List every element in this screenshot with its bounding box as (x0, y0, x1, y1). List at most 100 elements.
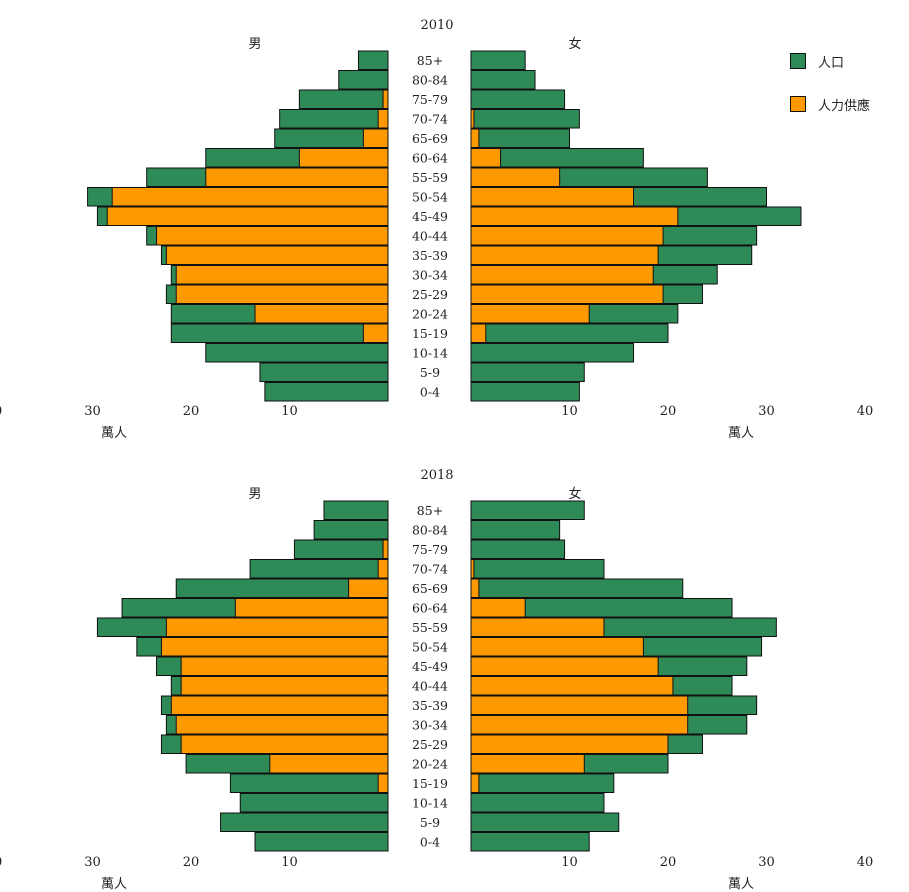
tick-left-2010-20: 20 (183, 404, 200, 419)
bar-female-labor-2010-15-19 (470, 323, 487, 343)
bar-male-labor-2018-50-54 (160, 637, 389, 657)
bar-male-labor-2010-75-79 (382, 89, 389, 109)
bar-male-population-2018-80-84 (313, 520, 389, 540)
bar-male-labor-2010-60-64 (298, 148, 389, 168)
legend-swatch-labor-supply (790, 96, 806, 112)
age-label-2010-75-79: 75-79 (412, 92, 448, 107)
chart-title-2018: 2018 (420, 468, 453, 483)
bar-female-labor-2018-50-54 (470, 637, 644, 657)
bar-female-labor-2018-60-64 (470, 598, 526, 618)
bar-female-labor-2018-65-69 (470, 578, 480, 598)
bar-female-population-2010-75-79 (470, 89, 566, 109)
age-label-2018-5-9: 5-9 (420, 815, 440, 830)
bar-female-population-2010-0-4 (470, 382, 580, 402)
bar-male-labor-2010-25-29 (175, 284, 389, 304)
age-label-2018-60-64: 60-64 (412, 601, 448, 616)
age-label-2010-25-29: 25-29 (412, 287, 448, 302)
bar-male-labor-2018-60-64 (234, 598, 389, 618)
tick-left-2010-40: 40 (0, 404, 2, 419)
age-label-2010-80-84: 80-84 (412, 73, 448, 88)
bar-female-population-2010-70-74 (470, 109, 580, 129)
bar-female-labor-2010-60-64 (470, 148, 502, 168)
bar-male-labor-2010-50-54 (111, 187, 389, 207)
age-label-2018-65-69: 65-69 (412, 581, 448, 596)
bar-male-labor-2018-15-19 (377, 773, 389, 793)
age-label-2018-85+: 85+ (417, 503, 443, 518)
bar-female-population-2018-10-14 (470, 793, 605, 813)
bar-female-population-2010-65-69 (470, 128, 570, 148)
age-label-2010-15-19: 15-19 (412, 326, 448, 341)
legend-item-population: 人口 (790, 50, 870, 72)
bar-male-population-2018-75-79 (293, 539, 389, 559)
unit-label-left-2018: 萬人 (101, 877, 127, 892)
bar-male-labor-2010-30-34 (175, 265, 389, 285)
bar-female-labor-2010-20-24 (470, 304, 590, 324)
bar-male-labor-2010-20-24 (254, 304, 389, 324)
bar-male-population-2010-0-4 (264, 382, 389, 402)
bar-female-population-2010-85+ (470, 50, 526, 70)
bar-female-labor-2018-30-34 (470, 715, 689, 735)
bar-female-labor-2010-45-49 (470, 206, 679, 226)
age-label-2018-0-4: 0-4 (420, 835, 440, 850)
bar-female-population-2018-15-19 (470, 773, 615, 793)
tick-right-2018-30: 30 (758, 855, 775, 870)
side-label-female-2010: 女 (568, 36, 581, 52)
bar-female-labor-2010-40-44 (470, 226, 664, 246)
legend-swatch-population (790, 53, 806, 69)
age-label-2018-20-24: 20-24 (412, 757, 448, 772)
bar-female-population-2018-75-79 (470, 539, 566, 559)
bar-female-population-2010-10-14 (470, 343, 635, 363)
bar-male-population-2018-5-9 (220, 812, 389, 832)
age-label-2018-40-44: 40-44 (412, 679, 448, 694)
bar-female-population-2010-5-9 (470, 362, 585, 382)
age-label-2010-65-69: 65-69 (412, 131, 448, 146)
age-label-2018-30-34: 30-34 (412, 718, 448, 733)
tick-right-2010-20: 20 (660, 404, 677, 419)
bar-male-labor-2018-40-44 (180, 676, 389, 696)
age-label-2010-0-4: 0-4 (420, 385, 440, 400)
age-label-2018-80-84: 80-84 (412, 523, 448, 538)
age-label-2010-70-74: 70-74 (412, 112, 448, 127)
bar-male-labor-2018-45-49 (180, 656, 389, 676)
legend-item-labor-supply: 人力供應 (790, 93, 870, 115)
tick-left-2018-30: 30 (84, 855, 101, 870)
legend-label-labor-supply: 人力供應 (818, 98, 871, 114)
bar-female-population-2018-85+ (470, 500, 585, 520)
age-label-2010-30-34: 30-34 (412, 268, 448, 283)
bar-male-population-2018-15-19 (229, 773, 389, 793)
age-label-2010-60-64: 60-64 (412, 151, 448, 166)
bar-female-population-2010-80-84 (470, 70, 536, 90)
bar-female-labor-2018-20-24 (470, 754, 585, 774)
tick-right-2018-20: 20 (660, 855, 677, 870)
bar-female-population-2010-15-19 (470, 323, 669, 343)
bar-female-labor-2018-55-59 (470, 617, 605, 637)
bar-female-labor-2010-65-69 (470, 128, 480, 148)
bar-male-labor-2018-65-69 (348, 578, 389, 598)
bar-female-labor-2010-35-39 (470, 245, 659, 265)
tick-right-2010-10: 10 (561, 404, 578, 419)
bar-female-labor-2010-50-54 (470, 187, 635, 207)
side-label-male-2010: 男 (248, 37, 261, 52)
tick-right-2018-10: 10 (561, 855, 578, 870)
bar-female-labor-2010-70-74 (470, 109, 475, 129)
bar-male-population-2018-70-74 (249, 559, 389, 579)
age-label-2018-25-29: 25-29 (412, 737, 448, 752)
bar-male-population-2010-5-9 (259, 362, 389, 382)
age-label-2018-50-54: 50-54 (412, 640, 448, 655)
age-label-2018-10-14: 10-14 (412, 796, 448, 811)
side-label-female-2018: 女 (568, 486, 581, 502)
bar-male-population-2010-15-19 (170, 323, 389, 343)
unit-label-right-2018: 萬人 (728, 877, 754, 892)
tick-left-2018-20: 20 (183, 855, 200, 870)
tick-right-2018-40: 40 (857, 855, 874, 870)
bar-male-labor-2010-65-69 (362, 128, 389, 148)
bar-female-labor-2018-35-39 (470, 695, 689, 715)
age-label-2018-70-74: 70-74 (412, 562, 448, 577)
bar-female-population-2018-70-74 (470, 559, 605, 579)
age-label-2010-50-54: 50-54 (412, 190, 448, 205)
bar-female-labor-2018-45-49 (470, 656, 659, 676)
bar-female-population-2018-0-4 (470, 832, 590, 852)
bar-female-labor-2010-30-34 (470, 265, 654, 285)
age-label-2010-10-14: 10-14 (412, 346, 448, 361)
bar-male-population-2010-70-74 (279, 109, 389, 129)
